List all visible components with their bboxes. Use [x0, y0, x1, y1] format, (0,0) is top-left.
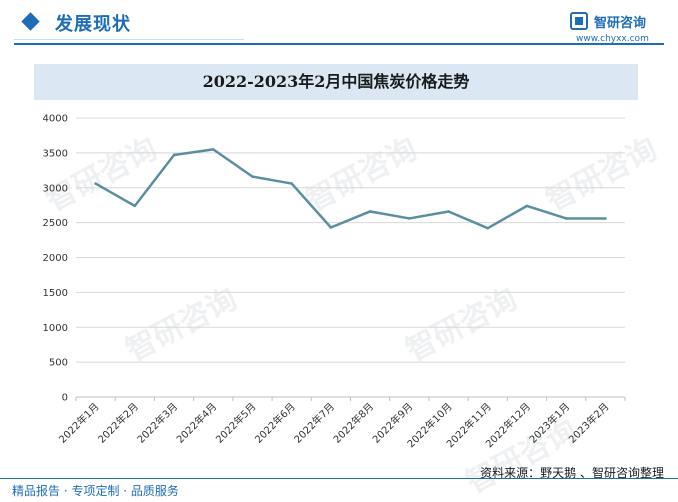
data-point [604, 217, 607, 220]
data-point [525, 204, 529, 208]
y-tick-label: 1000 [43, 323, 68, 334]
logo-url: www.chyxx.com [576, 34, 649, 44]
header-divider [14, 43, 664, 45]
logo-name: 智研咨询 [594, 16, 647, 31]
footer-divider [0, 478, 678, 479]
y-tick-label: 1500 [43, 288, 68, 299]
data-point [329, 226, 333, 229]
section-title: 发展现状 [55, 14, 131, 35]
y-tick-label: 2000 [43, 253, 68, 264]
x-tick-label: 2022年1月 [56, 400, 102, 446]
data-point [447, 210, 450, 213]
x-tick-label: 2022年3月 [134, 400, 180, 446]
brand-logo: 智研咨询 www.chyxx.com [570, 10, 670, 46]
y-tick-label: 0 [62, 393, 68, 404]
chart-title: 2022-2023年2月中国焦炭价格走势 [202, 72, 470, 91]
footer-slogan: 精品报告 · 专项定制 · 品质服务 [12, 484, 179, 498]
data-point [368, 210, 372, 213]
x-tick-label: 2022年6月 [252, 400, 298, 446]
data-point [133, 204, 137, 208]
data-point [251, 175, 254, 178]
data-point [408, 217, 411, 220]
diamond-icon [21, 12, 40, 31]
header-accent-line [14, 39, 244, 40]
data-point [290, 182, 293, 185]
source-note: 资料来源：野天鹅 、智研咨询整理 [480, 466, 664, 480]
x-tick-label: 2022年2月 [95, 400, 141, 446]
series-line [94, 148, 606, 230]
y-tick-label: 2500 [43, 218, 68, 229]
x-tick-label: 2022年8月 [330, 400, 376, 446]
y-tick-label: 500 [49, 358, 68, 369]
x-tick-label: 2022年7月 [291, 400, 337, 446]
logo-icon [570, 12, 588, 30]
chart-title-band: 2022-2023年2月中国焦炭价格走势 [34, 64, 638, 100]
x-tick-label: 2023年2月 [566, 400, 612, 446]
x-tick-label: 2023年1月 [526, 400, 572, 446]
data-point [94, 182, 97, 185]
page-header: 发展现状 智研咨询 www.chyxx.com [0, 0, 678, 50]
data-point [564, 217, 568, 220]
y-tick-label: 3000 [43, 183, 68, 194]
x-tick-label: 2022年5月 [213, 400, 259, 446]
x-tick-label: 2022年4月 [174, 400, 220, 446]
y-tick-label: 4000 [43, 114, 68, 125]
data-point [172, 153, 176, 157]
line-chart: 050010001500200025003000350040002022年1月2… [43, 114, 626, 450]
data-point [211, 148, 215, 151]
y-tick-label: 3500 [43, 148, 68, 159]
data-point [486, 226, 490, 230]
